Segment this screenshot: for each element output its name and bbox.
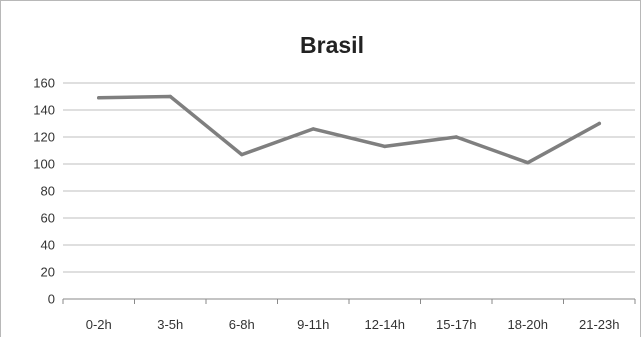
chart-title: Brasil	[300, 32, 364, 58]
x-tick-label-12-14h: 12-14h	[365, 317, 405, 332]
data-point-3-5h	[168, 94, 172, 99]
grid-lines	[63, 82, 635, 273]
x-tick-labels: 0-2h 3-5h 6-8h 9-11h 12-14h 15-17h 18-20h 21-23…	[86, 317, 620, 332]
y-tick-label-100: 100	[33, 157, 55, 172]
x-tick-label-18-20h: 18-20h	[508, 317, 548, 332]
y-tick-label-80: 80	[41, 184, 55, 199]
x-tick-label-15-17h: 15-17h	[436, 317, 476, 332]
axes	[62, 298, 636, 304]
data-point-0-2h	[97, 96, 101, 100]
data-point-9-11h	[311, 127, 315, 131]
y-tick-label-120: 120	[33, 130, 55, 145]
x-tick-label-3-5h: 3-5h	[157, 317, 183, 332]
series-line-0	[97, 94, 602, 165]
data-point-15-17h	[454, 135, 458, 139]
y-tick-labels: 0 20 40 60 80 100 120 140 160	[33, 76, 55, 307]
y-tick-label-160: 160	[33, 76, 55, 91]
series-lines	[97, 94, 602, 165]
x-tick-label-9-11h: 9-11h	[297, 317, 329, 332]
data-point-6-8h	[240, 152, 244, 157]
x-tick-label-6-8h: 6-8h	[229, 317, 255, 332]
y-tick-label-0: 0	[48, 292, 55, 307]
y-tick-label-20: 20	[41, 265, 55, 280]
data-point-18-20h	[526, 160, 530, 165]
data-point-12-14h	[383, 144, 387, 149]
y-tick-label-60: 60	[41, 211, 55, 226]
data-point-21-23h	[597, 121, 601, 126]
y-tick-label-40: 40	[41, 238, 55, 253]
x-tick-label-0-2h: 0-2h	[86, 317, 112, 332]
x-tick-label-21-23h: 21-23h	[579, 317, 619, 332]
y-tick-label-140: 140	[33, 103, 55, 118]
